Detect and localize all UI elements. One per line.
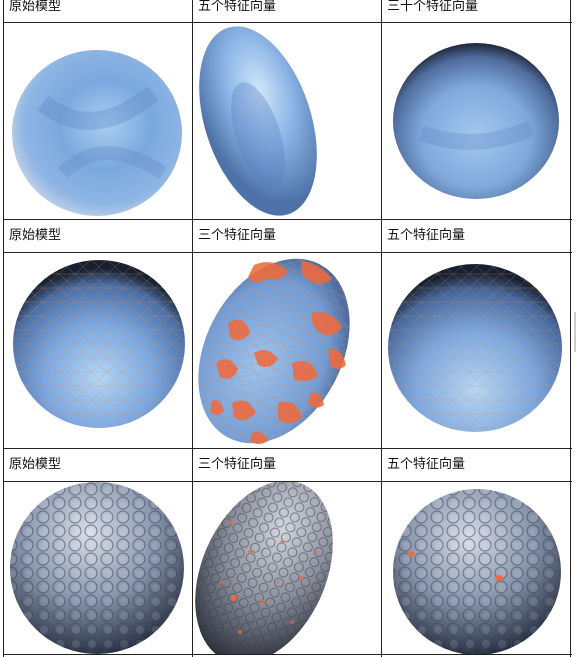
original-model-mesh-sphere-image (3, 253, 192, 448)
row-line-2 (3, 219, 572, 220)
thirty-eigenvector-smooth-sphere-image (381, 23, 570, 219)
table-divider-1 (192, 0, 193, 657)
caption-row2-col1: 原始模型 (9, 228, 62, 243)
caption-row3-col1: 原始模型 (9, 457, 62, 472)
table-divider-2 (381, 0, 382, 657)
caption-row3-col2: 三个特征向量 (198, 457, 277, 472)
caption-row1-col2: 五个特征向量 (198, 0, 277, 14)
five-eigenvector-golf-ball-image (381, 482, 570, 654)
scroll-edge-mark (574, 312, 576, 352)
table-border-left (3, 0, 4, 657)
row-line-4 (3, 448, 572, 449)
caption-row1-col1: 原始模型 (9, 0, 62, 14)
original-model-golf-ball-image (3, 482, 192, 654)
caption-row2-col2: 三个特征向量 (198, 228, 277, 243)
row-line-3 (3, 252, 572, 253)
table-border-right (570, 0, 571, 657)
caption-row3-col3: 五个特征向量 (387, 457, 466, 472)
five-eigenvector-mesh-sphere-image (381, 253, 570, 448)
original-model-smooth-sphere-image (3, 23, 192, 219)
row-line-6 (3, 654, 572, 655)
three-eigenvector-golf-ball-image (192, 482, 381, 654)
five-eigenvector-smooth-ellipsoid-image (192, 23, 381, 219)
row-line-1 (3, 22, 572, 23)
caption-row2-col3: 五个特征向量 (387, 228, 466, 243)
three-eigenvector-mesh-ellipsoid-image (192, 253, 381, 448)
caption-row1-col3: 三十个特征向量 (387, 0, 479, 14)
